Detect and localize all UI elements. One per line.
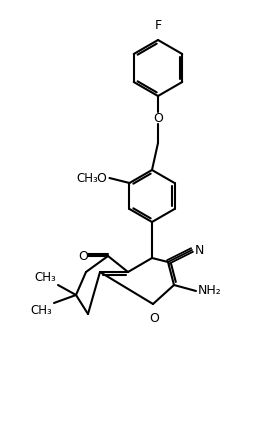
Text: F: F <box>154 19 162 32</box>
Text: CH₃: CH₃ <box>30 304 52 317</box>
Text: O: O <box>153 111 163 125</box>
Text: CH₃: CH₃ <box>34 271 56 284</box>
Text: CH₃: CH₃ <box>77 172 98 185</box>
Text: O: O <box>78 249 88 262</box>
Text: O: O <box>149 312 159 325</box>
Text: N: N <box>195 244 204 257</box>
Text: O: O <box>97 172 106 185</box>
Text: NH₂: NH₂ <box>198 284 222 298</box>
